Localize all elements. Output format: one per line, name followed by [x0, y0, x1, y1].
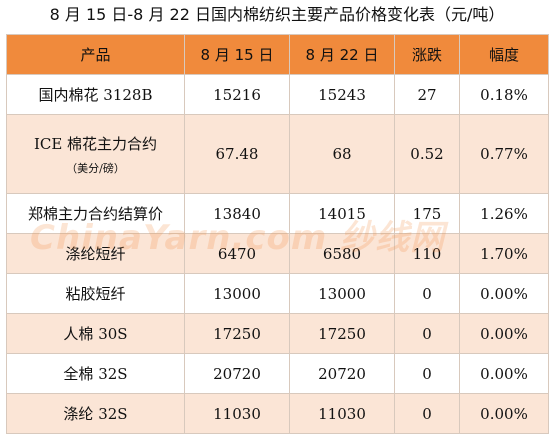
percent-cell: 1.70%: [459, 233, 549, 274]
header-change: 涨跌: [394, 34, 460, 75]
percent-cell: 0.18%: [459, 74, 549, 115]
table-row: 涤纶 32S 11030 11030 0 0.00%: [6, 393, 549, 434]
product-cell: 郑棉主力合约结算价: [6, 193, 185, 234]
price-aug22: 17250: [289, 313, 395, 354]
change-cell: 0: [394, 273, 460, 314]
change-cell: 0: [394, 393, 460, 434]
product-cell: 涤纶 32S: [6, 393, 185, 434]
percent-cell: 0.00%: [459, 273, 549, 314]
price-table: 产品 8 月 15 日 8 月 22 日 涨跌 幅度 国内棉花 3128B 15…: [6, 34, 549, 434]
change-cell: 175: [394, 193, 460, 234]
change-cell: 110: [394, 233, 460, 274]
table-title: 8 月 15 日-8 月 22 日国内棉纺织主要产品价格变化表（元/吨）: [49, 5, 505, 24]
percent-cell: 0.00%: [459, 393, 549, 434]
header-row: 产品 8 月 15 日 8 月 22 日 涨跌 幅度: [6, 34, 549, 75]
table-row: 国内棉花 3128B 15216 15243 27 0.18%: [6, 74, 549, 115]
product-cell: 涤纶短纤: [6, 233, 185, 274]
percent-cell: 1.26%: [459, 193, 549, 234]
price-aug22: 13000: [289, 273, 395, 314]
table-row: ICE 棉花主力合约 （美分/磅） 67.48 68 0.52 0.77%: [6, 114, 549, 194]
price-aug15: 67.48: [184, 114, 290, 194]
price-aug22: 15243: [289, 74, 395, 115]
product-cell: 人棉 30S: [6, 313, 185, 354]
change-cell: 0: [394, 313, 460, 354]
change-cell: 27: [394, 74, 460, 115]
product-name: ICE 棉花主力合约: [33, 134, 158, 153]
price-aug22: 68: [289, 114, 395, 194]
percent-cell: 0.00%: [459, 313, 549, 354]
percent-cell: 0.77%: [459, 114, 549, 194]
price-aug15: 11030: [184, 393, 290, 434]
price-aug22: 11030: [289, 393, 395, 434]
price-aug15: 20720: [184, 353, 290, 394]
header-aug15: 8 月 15 日: [184, 34, 290, 75]
price-aug15: 13000: [184, 273, 290, 314]
percent-cell: 0.00%: [459, 353, 549, 394]
change-cell: 0: [394, 353, 460, 394]
change-cell: 0.52: [394, 114, 460, 194]
product-unit: （美分/磅）: [66, 161, 125, 175]
header-product: 产品: [6, 34, 185, 75]
header-aug22: 8 月 22 日: [289, 34, 395, 75]
product-cell: ICE 棉花主力合约 （美分/磅）: [6, 114, 185, 194]
table-row: 郑棉主力合约结算价 13840 14015 175 1.26%: [6, 193, 549, 234]
price-aug15: 17250: [184, 313, 290, 354]
product-cell: 粘胶短纤: [6, 273, 185, 314]
table-row: 全棉 32S 20720 20720 0 0.00%: [6, 353, 549, 394]
price-aug15: 13840: [184, 193, 290, 234]
product-cell: 全棉 32S: [6, 353, 185, 394]
price-aug22: 14015: [289, 193, 395, 234]
price-aug22: 20720: [289, 353, 395, 394]
price-aug15: 6470: [184, 233, 290, 274]
price-aug15: 15216: [184, 74, 290, 115]
table-row: 粘胶短纤 13000 13000 0 0.00%: [6, 273, 549, 314]
price-aug22: 6580: [289, 233, 395, 274]
table-row: 涤纶短纤 6470 6580 110 1.70%: [6, 233, 549, 274]
product-cell: 国内棉花 3128B: [6, 74, 185, 115]
header-percent: 幅度: [459, 34, 549, 75]
table-row: 人棉 30S 17250 17250 0 0.00%: [6, 313, 549, 354]
